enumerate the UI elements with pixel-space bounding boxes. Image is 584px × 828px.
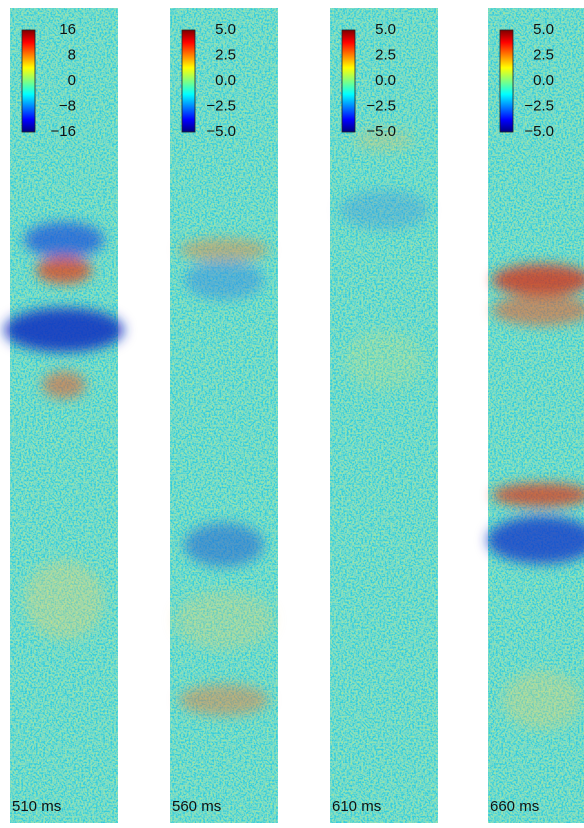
colorbar-tick-label: −5.0 (366, 123, 396, 140)
colorbar-tick-label: 5.0 (375, 21, 396, 38)
panel: 5.0 2.5 0.0 −2.5 −5.0 660 ms (487, 8, 584, 823)
colorbar-tick-label: 2.5 (215, 46, 236, 63)
panel: 5.0 2.5 0.0 −2.5 −5.0 610 ms (330, 8, 438, 823)
figure-canvas: 1680−8−16510 ms5.02.50.0−2.5−5.0560 ms5.… (0, 0, 584, 823)
feature (184, 260, 264, 300)
colorbar (500, 30, 513, 132)
colorbar-tick-label: 8 (68, 46, 76, 63)
panel-label: 560 ms (172, 798, 221, 815)
colorbar-tick-label: −2.5 (366, 97, 396, 114)
colorbar-tick-label: −8 (59, 97, 76, 114)
colorbar (22, 30, 35, 132)
feature (24, 560, 104, 640)
colorbar-tick-label: 0 (68, 72, 76, 89)
colorbar (342, 30, 355, 132)
colorbar-tick-label: −5.0 (206, 123, 236, 140)
feature (42, 371, 86, 399)
colorbar-tick-label: 5.0 (215, 21, 236, 38)
colorbar-tick-label: 2.5 (375, 46, 396, 63)
feature (36, 256, 92, 284)
panel-label: 610 ms (332, 798, 381, 815)
feature (339, 190, 429, 230)
figure: 1680−8−16510 ms5.02.50.0−2.5−5.0560 ms5.… (0, 0, 584, 823)
feature (502, 670, 582, 730)
colorbar-tick-label: 5.0 (533, 21, 554, 38)
colorbar-tick-label: −16 (51, 123, 76, 140)
feature (184, 523, 264, 567)
feature (4, 308, 124, 352)
colorbar-tick-label: −5.0 (524, 123, 554, 140)
colorbar-tick-label: 0.0 (215, 72, 236, 89)
colorbar-tick-label: −2.5 (206, 97, 236, 114)
colorbar-tick-label: 0.0 (375, 72, 396, 89)
feature (179, 684, 269, 716)
panel: 16 8 0 −8 −16 510 ms (4, 8, 124, 823)
feature (174, 590, 274, 650)
colorbar (182, 30, 195, 132)
panel: 5.0 2.5 0.0 −2.5 −5.0 560 ms (170, 8, 278, 823)
feature (344, 330, 424, 390)
feature (24, 222, 104, 258)
colorbar-tick-label: −2.5 (524, 97, 554, 114)
colorbar-tick-label: 16 (59, 21, 76, 38)
feature (179, 238, 269, 262)
colorbar-tick-label: 2.5 (533, 46, 554, 63)
colorbar-tick-label: 0.0 (533, 72, 554, 89)
panel-label: 660 ms (490, 798, 539, 815)
panel-label: 510 ms (12, 798, 61, 815)
